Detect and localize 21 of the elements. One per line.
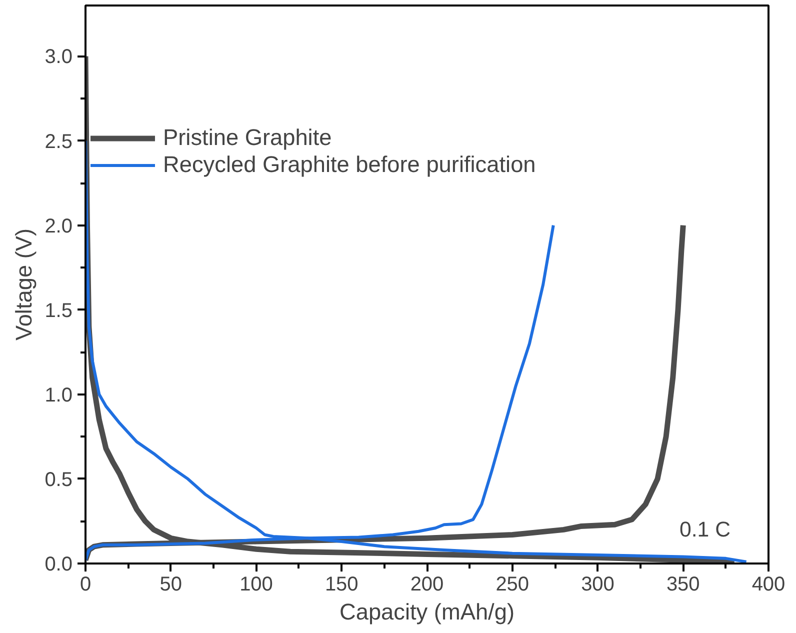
legend-label: Pristine Graphite	[163, 124, 332, 151]
x-tick-label: 400	[752, 574, 786, 596]
x-tick-label: 250	[496, 574, 530, 596]
y-tick-label: 1.5	[44, 300, 73, 322]
y-tick-label: 2.0	[44, 215, 73, 238]
y-axis-title: Voltage (V)	[10, 228, 37, 341]
x-tick-label: 350	[666, 574, 700, 596]
annotation: 0.1 C	[680, 518, 731, 542]
y-tick-label: 1.0	[44, 384, 73, 406]
x-tick-label: 0	[80, 574, 92, 596]
y-tick-label: 0.5	[44, 468, 73, 491]
y-tick-label: 2.5	[44, 130, 73, 153]
x-tick-label: 100	[240, 574, 273, 596]
x-tick-label: 50	[160, 574, 182, 596]
x-tick-label: 200	[410, 574, 444, 596]
x-tick-label: 300	[581, 574, 614, 596]
x-axis-title: Capacity (mAh/g)	[339, 598, 515, 624]
legend-label: Recycled Graphite before purification	[163, 151, 536, 178]
x-tick-label: 150	[324, 574, 358, 596]
y-tick-label: 3.0	[44, 46, 73, 68]
y-tick-label: 0.0	[44, 554, 73, 576]
